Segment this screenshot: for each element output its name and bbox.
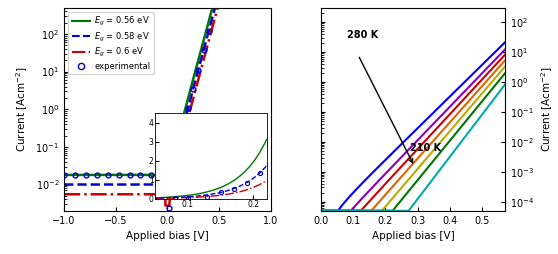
X-axis label: Applied bias [V]: Applied bias [V] — [126, 231, 209, 241]
Y-axis label: Current [Acm$^{-2}$]: Current [Acm$^{-2}$] — [15, 66, 30, 152]
Text: 280 K: 280 K — [347, 30, 378, 40]
Text: 210 K: 210 K — [410, 143, 441, 153]
X-axis label: Applied bias [V]: Applied bias [V] — [372, 231, 454, 241]
Legend: $\mathit{E}_g$ = 0.56 eV, $\mathit{E}_g$ = 0.58 eV, $\mathit{E}_g$ = 0.6 eV, exp: $\mathit{E}_g$ = 0.56 eV, $\mathit{E}_g$… — [68, 12, 153, 74]
Y-axis label: Current [Acm$^{-2}$]: Current [Acm$^{-2}$] — [540, 66, 555, 152]
